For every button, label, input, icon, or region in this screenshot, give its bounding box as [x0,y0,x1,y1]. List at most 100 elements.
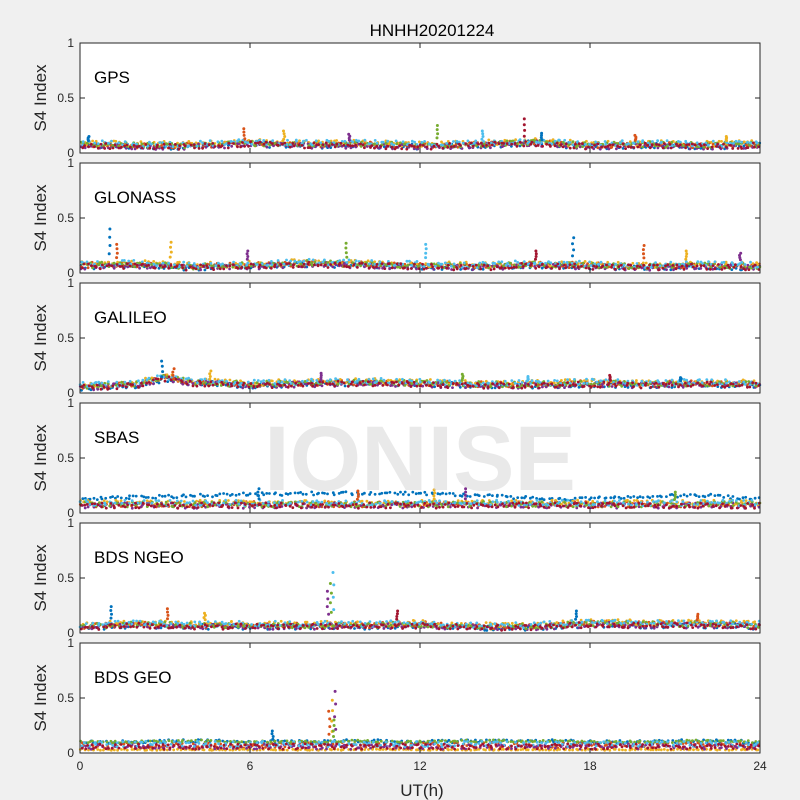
data-point [354,259,358,263]
data-point [185,382,189,386]
data-point [110,264,113,268]
data-point [167,375,171,379]
data-point [365,145,369,148]
data-point [567,266,571,269]
data-point [629,263,633,267]
data-point [209,262,213,265]
data-point [177,147,181,151]
data-point [679,140,682,144]
data-point [398,265,402,269]
data-point [451,492,455,495]
data-point [667,382,671,385]
data-point [475,144,478,148]
data-point [315,143,318,147]
data-point [310,490,314,494]
data-point [153,266,157,270]
data-point [698,383,702,387]
data-point [141,384,145,388]
data-point [326,266,330,269]
data-point [192,143,196,147]
data-point [266,263,269,267]
data-point [619,263,623,267]
data-point [167,266,171,270]
data-point [631,261,635,265]
data-point [445,142,449,145]
data-point [486,386,490,389]
data-point [568,138,572,142]
spike-point [108,227,112,231]
data-point [273,263,277,266]
data-point [585,377,588,381]
data-point [639,143,642,147]
data-point [169,378,173,382]
spike-point [347,132,351,136]
data-point [207,143,211,147]
data-point [286,385,290,389]
data-point [688,147,692,151]
data-point [670,383,674,387]
data-point [731,382,735,386]
data-point [584,266,588,270]
data-point [734,266,738,270]
data-point [116,495,120,498]
data-point [215,494,219,497]
data-point [345,261,349,264]
data-point [438,379,442,383]
data-point [657,380,660,384]
data-point [513,142,517,145]
data-point [119,496,123,500]
data-point [738,384,741,388]
data-point [737,380,741,383]
data-point [627,145,630,149]
data-point [139,140,143,144]
data-point [145,382,149,385]
data-point [496,493,499,497]
data-point [225,142,229,145]
data-point [112,266,116,270]
data-point [573,378,576,381]
data-point [343,384,347,388]
data-point [101,263,104,267]
data-point [728,266,731,269]
data-point [512,265,516,269]
data-point [223,143,226,147]
data-point [323,258,326,262]
spike-point [319,371,323,375]
data-point [609,496,613,500]
data-point [513,259,517,263]
spike-point [172,377,176,381]
data-point [406,381,410,384]
data-point [693,143,697,147]
data-point [744,268,747,272]
data-point [107,387,110,390]
spike-point [169,245,172,249]
data-point [648,143,652,147]
data-point [199,381,203,385]
data-point [415,267,418,271]
data-point [305,138,308,142]
data-point [670,144,674,148]
data-point [595,265,599,268]
data-point [268,492,271,495]
data-point [627,263,630,267]
data-point [716,142,719,146]
data-point [522,260,526,264]
data-point [333,261,337,265]
data-point [618,145,622,149]
data-point [670,378,674,382]
data-point [715,145,718,148]
data-point [464,386,467,389]
spike-point [424,256,428,260]
data-point [734,139,738,143]
data-point [83,146,87,150]
data-point [457,140,461,144]
data-point [397,383,401,387]
data-point [269,266,273,270]
data-point [229,140,233,143]
data-point [540,141,543,144]
spike-point [160,375,164,379]
data-point [753,263,757,267]
data-point [189,265,192,269]
data-point [262,379,265,382]
